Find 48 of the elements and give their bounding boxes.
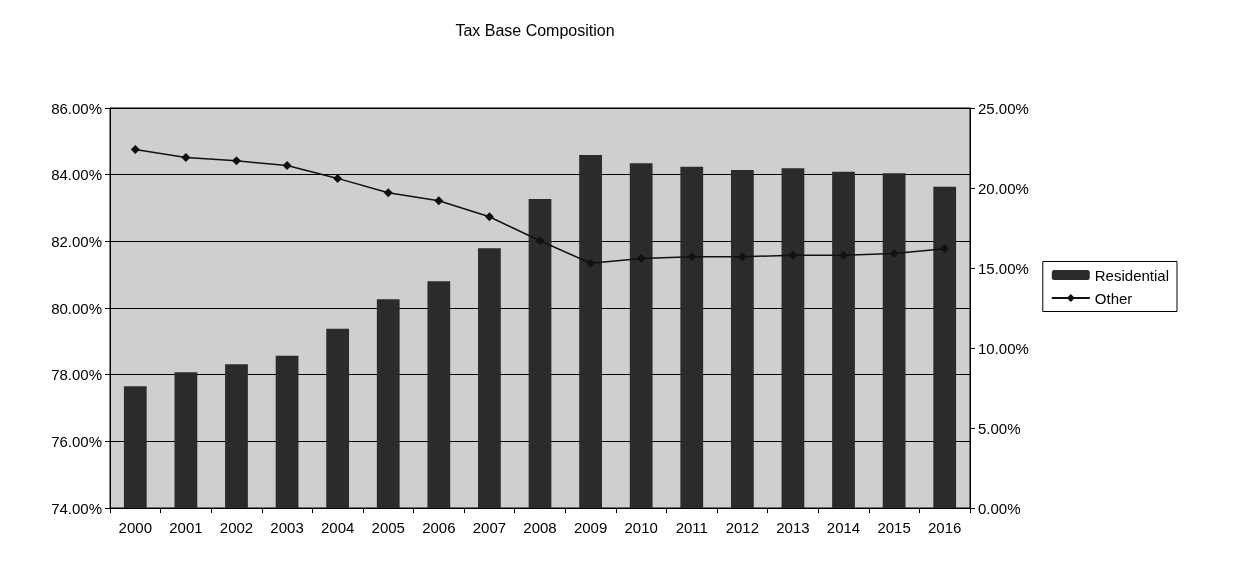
x-tick-label: 2002 bbox=[219, 519, 254, 536]
x-tick-label: 2014 bbox=[826, 519, 861, 536]
y-tick-label: 84.00% bbox=[51, 166, 102, 184]
x-tick-label: 2012 bbox=[725, 519, 760, 536]
point bbox=[383, 188, 393, 198]
legend-label: Residential bbox=[1094, 266, 1170, 284]
x-tick-label: 2015 bbox=[877, 519, 911, 536]
y2-tick-label: 5.00% bbox=[978, 419, 1021, 437]
y-tick-label: 82.00% bbox=[51, 232, 102, 250]
x-tick-label: 2009 bbox=[573, 519, 608, 536]
point bbox=[181, 153, 191, 163]
y-tick-label: 76.00% bbox=[51, 432, 102, 450]
x-tick-label: 2016 bbox=[928, 519, 962, 536]
y-tick-label: 74.00% bbox=[51, 499, 102, 517]
x-tick-label: 2013 bbox=[776, 519, 810, 536]
point bbox=[434, 196, 444, 206]
x-tick-label: 2003 bbox=[270, 519, 304, 536]
x-tick-label: 2005 bbox=[371, 519, 405, 536]
point bbox=[231, 156, 241, 166]
point bbox=[282, 161, 292, 171]
y2-tick-label: 20.00% bbox=[978, 179, 1029, 197]
point bbox=[333, 173, 343, 183]
point bbox=[687, 252, 697, 262]
y-tick-label: 78.00% bbox=[51, 366, 102, 384]
x-tick-label: 2008 bbox=[523, 519, 557, 536]
point bbox=[889, 249, 899, 259]
y2-tick-label: 10.00% bbox=[978, 339, 1029, 357]
point bbox=[940, 244, 950, 254]
x-tick-label: 2001 bbox=[169, 519, 203, 536]
point bbox=[788, 250, 798, 260]
legend-label: Other bbox=[1094, 289, 1133, 307]
x-tick-label: 2011 bbox=[675, 519, 708, 536]
y-tick-label: 86.00% bbox=[51, 99, 102, 117]
point bbox=[484, 212, 494, 222]
point bbox=[586, 258, 596, 268]
y2-tick-label: 25.00% bbox=[978, 99, 1029, 117]
point bbox=[130, 145, 140, 155]
point bbox=[535, 236, 545, 246]
chart-title: Tax Base Composition bbox=[455, 21, 615, 39]
x-tick-label: 2007 bbox=[472, 519, 507, 536]
y-tick-label: 80.00% bbox=[51, 299, 102, 317]
x-tick-label: 2006 bbox=[422, 519, 456, 536]
point bbox=[636, 253, 646, 263]
x-tick-label: 2000 bbox=[118, 519, 152, 536]
x-tick-label: 2004 bbox=[320, 519, 355, 536]
x-tick-label: 2010 bbox=[624, 519, 658, 536]
y2-tick-label: 15.00% bbox=[978, 259, 1029, 277]
y2-tick-label: 0.00% bbox=[978, 499, 1021, 517]
